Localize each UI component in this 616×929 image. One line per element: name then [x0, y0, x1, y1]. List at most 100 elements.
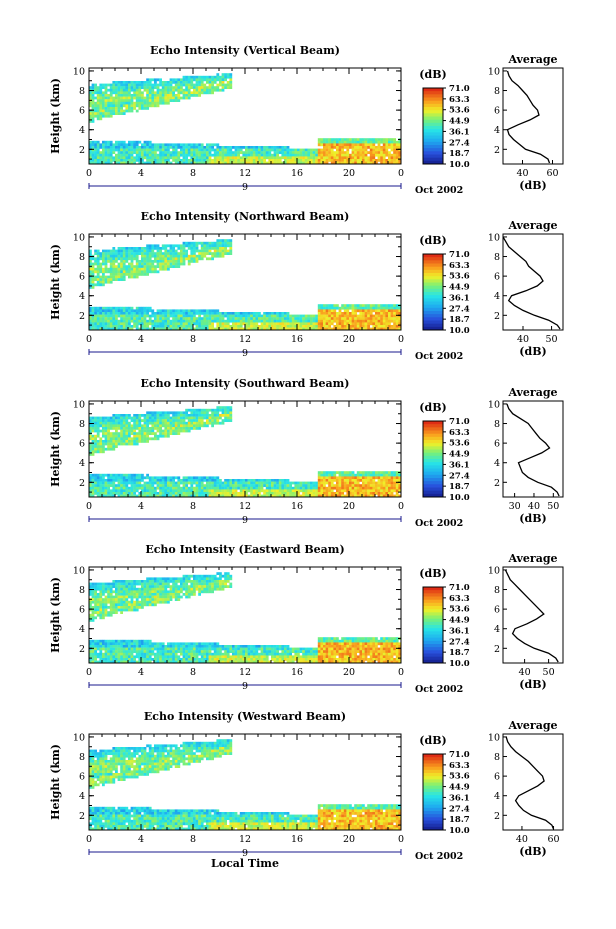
colorbar-tick-label: 53.6 [449, 439, 470, 449]
profile-title: Average [507, 53, 557, 66]
x-tick-label: 12 [239, 168, 251, 179]
colorbar-unit: (dB) [419, 68, 446, 81]
y-tick-label: 6 [79, 772, 85, 783]
colorbar-tick-label: 27.4 [449, 804, 470, 814]
colorbar: 71.063.353.644.936.127.418.710.0 [422, 250, 470, 336]
profile-line [504, 569, 559, 663]
panel-title: Echo Intensity (Westward Beam) [144, 710, 346, 723]
x-tick-label: 12 [239, 834, 251, 845]
day-label: 9 [242, 848, 248, 859]
colorbar-tick-label: 53.6 [449, 605, 470, 615]
profile-x-label: (dB) [519, 512, 546, 525]
day-label: 9 [242, 515, 248, 526]
y-tick-label: 8 [79, 585, 85, 596]
colorbar-tick-label: 63.3 [449, 95, 470, 105]
x-tick-label: 4 [138, 168, 144, 179]
colorbar-tick-label: 27.4 [449, 304, 470, 314]
y-tick-label: 4 [79, 458, 85, 469]
x-tick-label: 0 [86, 834, 92, 845]
y-tick-label: 6 [79, 439, 85, 450]
profile-y-tick-label: 10 [488, 399, 500, 410]
y-axis-label: Height (km) [49, 78, 62, 154]
profile-frame [502, 733, 564, 831]
colorbar-tick-label: 10.0 [449, 326, 470, 336]
x-tick-label: 4 [138, 334, 144, 345]
profile-y-tick-label: 2 [494, 311, 500, 322]
date-label: Oct 2002 [415, 185, 463, 196]
panel-0: Echo Intensity (Vertical Beam) 2 4 6 8 10 Heig… [49, 44, 564, 196]
profile-x-tick-label: 40 [516, 834, 528, 845]
colorbar-tick-label: 71.0 [449, 250, 470, 260]
profile-x-tick-label: 40 [516, 168, 528, 179]
x-tick-label: 16 [291, 667, 303, 678]
y-tick-label: 8 [79, 86, 85, 97]
profile-y-tick-label: 2 [494, 811, 500, 822]
profile-frame [502, 67, 564, 165]
x-tick-label: 8 [190, 667, 196, 678]
x-tick-label: 20 [343, 667, 355, 678]
profile-y-tick-label: 8 [494, 585, 500, 596]
profile-y-tick-label: 8 [494, 252, 500, 263]
profile-x-tick-label: 30 [509, 501, 521, 512]
colorbar-unit: (dB) [419, 401, 446, 414]
profile-y-tick-label: 6 [494, 772, 500, 783]
heatmap-cells [89, 239, 402, 331]
profile-line [506, 403, 560, 497]
colorbar-tick-label: 44.9 [449, 450, 470, 460]
profile-y-tick-label: 4 [494, 125, 500, 136]
x-tick-label: 20 [343, 834, 355, 845]
colorbar-tick-label: 18.7 [449, 815, 470, 825]
colorbar: 71.063.353.644.936.127.418.710.0 [422, 84, 470, 170]
colorbar-tick-label: 63.3 [449, 761, 470, 771]
panel-title: Echo Intensity (Northward Beam) [141, 210, 350, 223]
profile-y-tick-label: 6 [494, 272, 500, 283]
profile-title: Average [507, 219, 557, 232]
colorbar-tick-label: 10.0 [449, 160, 470, 170]
x-tick-label: 0 [398, 834, 404, 845]
profile-frame [502, 566, 564, 664]
panel-title: Echo Intensity (Vertical Beam) [150, 44, 340, 57]
colorbar-unit: (dB) [419, 234, 446, 247]
y-tick-label: 8 [79, 752, 85, 763]
x-tick-label: 0 [398, 334, 404, 345]
x-tick-label: 8 [190, 834, 196, 845]
y-tick-label: 4 [79, 291, 85, 302]
profile-y-tick-label: 4 [494, 624, 500, 635]
x-tick-label: 0 [86, 334, 92, 345]
colorbar-tick-label: 44.9 [449, 117, 470, 127]
y-tick-label: 2 [79, 644, 85, 655]
x-tick-label: 0 [398, 168, 404, 179]
colorbar-tick-label: 53.6 [449, 106, 470, 116]
profile-line [505, 736, 555, 830]
profile-x-tick-label: 50 [546, 334, 558, 345]
date-label: Oct 2002 [415, 851, 463, 862]
colorbar-tick-label: 71.0 [449, 417, 470, 427]
y-tick-label: 6 [79, 106, 85, 117]
profile-y-tick-label: 6 [494, 439, 500, 450]
x-tick-label: 16 [291, 334, 303, 345]
x-axis-label: Local Time [211, 857, 279, 870]
heatmap-cells [89, 739, 402, 831]
colorbar-tick-label: 44.9 [449, 283, 470, 293]
x-tick-label: 8 [190, 168, 196, 179]
colorbar-tick-label: 10.0 [449, 659, 470, 669]
colorbar-tick-label: 36.1 [449, 793, 470, 803]
profile-y-tick-label: 2 [494, 145, 500, 156]
profile-title: Average [507, 719, 557, 732]
y-tick-label: 6 [79, 605, 85, 616]
profile-y-tick-label: 10 [488, 565, 500, 576]
colorbar-unit: (dB) [419, 567, 446, 580]
profile-line [506, 70, 551, 164]
x-tick-label: 0 [398, 667, 404, 678]
day-label: 9 [242, 182, 248, 193]
y-axis-label: Height (km) [49, 577, 62, 653]
y-tick-label: 2 [79, 811, 85, 822]
profile-y-tick-label: 6 [494, 605, 500, 616]
profile-y-tick-label: 8 [494, 86, 500, 97]
colorbar-tick-label: 44.9 [449, 783, 470, 793]
profile-y-tick-label: 4 [494, 791, 500, 802]
colorbar: 71.063.353.644.936.127.418.710.0 [422, 583, 470, 669]
profile-title: Average [507, 386, 557, 399]
heatmap-cells [89, 406, 402, 498]
heatmap-cells [89, 572, 402, 664]
